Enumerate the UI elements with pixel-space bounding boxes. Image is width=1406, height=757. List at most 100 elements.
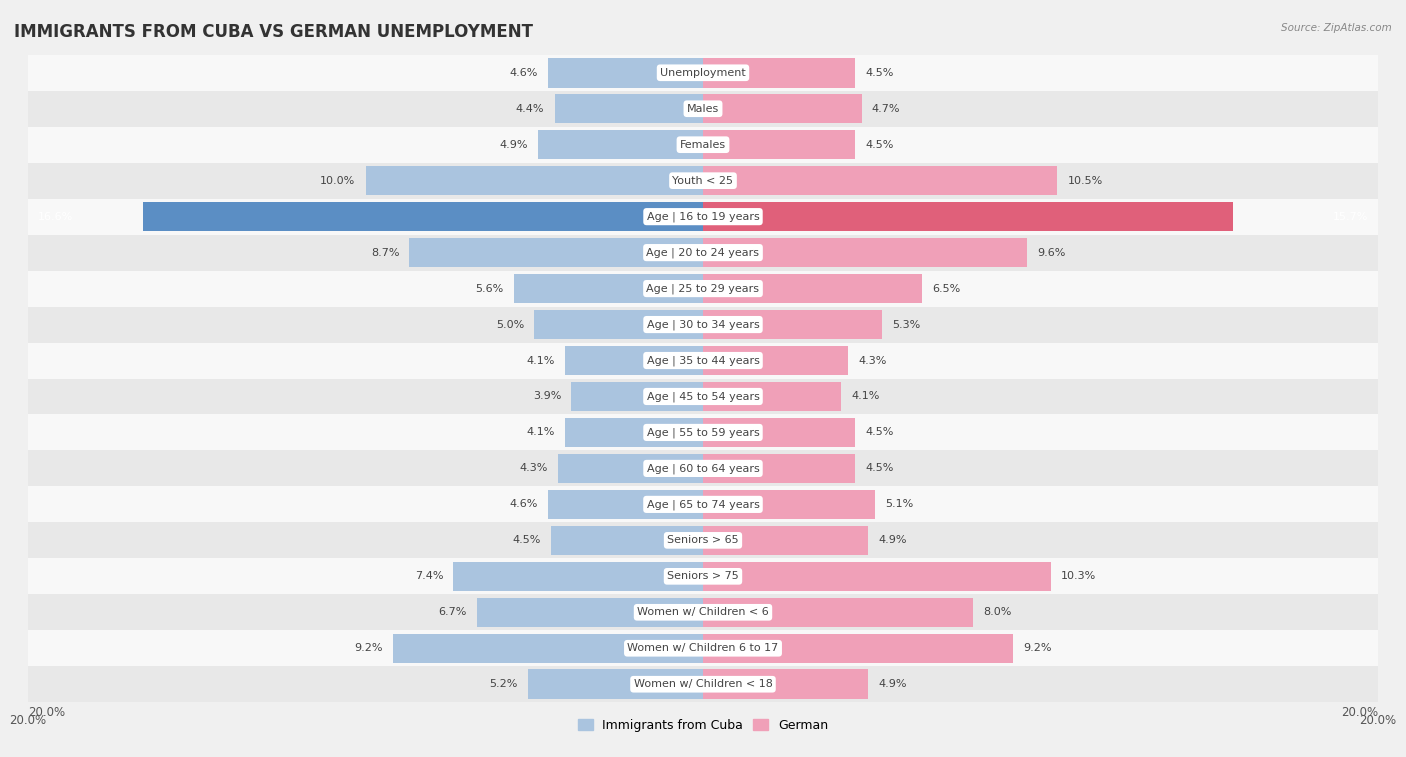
Bar: [534, 310, 703, 339]
Bar: [28, 450, 1378, 487]
Text: 4.9%: 4.9%: [499, 140, 527, 150]
Text: 4.9%: 4.9%: [879, 535, 907, 545]
Text: Males: Males: [688, 104, 718, 114]
Text: Age | 20 to 24 years: Age | 20 to 24 years: [647, 248, 759, 258]
Bar: [703, 562, 1050, 591]
Text: 5.2%: 5.2%: [489, 679, 517, 689]
Text: 4.3%: 4.3%: [858, 356, 887, 366]
Text: 4.1%: 4.1%: [852, 391, 880, 401]
Text: 9.2%: 9.2%: [1024, 643, 1052, 653]
Bar: [537, 130, 703, 160]
Bar: [28, 163, 1378, 198]
Bar: [548, 490, 703, 519]
Bar: [703, 597, 973, 627]
Text: 5.1%: 5.1%: [886, 500, 914, 509]
Bar: [409, 238, 703, 267]
Bar: [28, 198, 1378, 235]
Text: 8.7%: 8.7%: [371, 248, 399, 257]
Bar: [703, 166, 1057, 195]
Bar: [571, 382, 703, 411]
Bar: [527, 669, 703, 699]
Text: 4.1%: 4.1%: [526, 356, 554, 366]
Text: Age | 60 to 64 years: Age | 60 to 64 years: [647, 463, 759, 474]
Bar: [28, 594, 1378, 631]
Bar: [28, 126, 1378, 163]
Text: Women w/ Children < 18: Women w/ Children < 18: [634, 679, 772, 689]
Text: Age | 30 to 34 years: Age | 30 to 34 years: [647, 319, 759, 330]
Bar: [703, 238, 1026, 267]
Bar: [551, 525, 703, 555]
Text: Unemployment: Unemployment: [661, 68, 745, 78]
Text: Source: ZipAtlas.com: Source: ZipAtlas.com: [1281, 23, 1392, 33]
Text: Seniors > 75: Seniors > 75: [666, 572, 740, 581]
Bar: [703, 490, 875, 519]
Text: 4.1%: 4.1%: [526, 428, 554, 438]
Text: Seniors > 65: Seniors > 65: [668, 535, 738, 545]
Text: 4.5%: 4.5%: [865, 140, 893, 150]
Text: 4.7%: 4.7%: [872, 104, 900, 114]
Text: 4.5%: 4.5%: [865, 463, 893, 473]
Bar: [28, 559, 1378, 594]
Text: Age | 55 to 59 years: Age | 55 to 59 years: [647, 427, 759, 438]
Bar: [554, 94, 703, 123]
Text: 8.0%: 8.0%: [983, 607, 1011, 617]
Text: Age | 16 to 19 years: Age | 16 to 19 years: [647, 211, 759, 222]
Bar: [703, 202, 1233, 232]
Text: 10.0%: 10.0%: [321, 176, 356, 185]
Bar: [703, 634, 1014, 663]
Bar: [28, 342, 1378, 378]
Legend: Immigrants from Cuba, German: Immigrants from Cuba, German: [572, 714, 834, 737]
Bar: [703, 94, 862, 123]
Text: Women w/ Children < 6: Women w/ Children < 6: [637, 607, 769, 617]
Bar: [28, 522, 1378, 559]
Bar: [392, 634, 703, 663]
Text: 10.3%: 10.3%: [1060, 572, 1095, 581]
Text: 3.9%: 3.9%: [533, 391, 561, 401]
Text: 20.0%: 20.0%: [28, 706, 65, 719]
Text: 5.3%: 5.3%: [891, 319, 920, 329]
Text: Age | 65 to 74 years: Age | 65 to 74 years: [647, 499, 759, 509]
Text: 6.7%: 6.7%: [439, 607, 467, 617]
Bar: [703, 346, 848, 375]
Bar: [28, 487, 1378, 522]
Text: 9.6%: 9.6%: [1038, 248, 1066, 257]
Bar: [703, 130, 855, 160]
Bar: [703, 274, 922, 304]
Bar: [703, 382, 841, 411]
Text: 16.6%: 16.6%: [38, 212, 73, 222]
Text: Youth < 25: Youth < 25: [672, 176, 734, 185]
Bar: [703, 453, 855, 483]
Text: 4.5%: 4.5%: [865, 68, 893, 78]
Text: 15.7%: 15.7%: [1333, 212, 1368, 222]
Bar: [477, 597, 703, 627]
Text: 4.5%: 4.5%: [513, 535, 541, 545]
Bar: [28, 235, 1378, 270]
Text: 4.4%: 4.4%: [516, 104, 544, 114]
Bar: [28, 631, 1378, 666]
Bar: [28, 55, 1378, 91]
Bar: [28, 270, 1378, 307]
Text: 4.3%: 4.3%: [519, 463, 548, 473]
Bar: [558, 453, 703, 483]
Text: 4.6%: 4.6%: [509, 68, 537, 78]
Bar: [515, 274, 703, 304]
Text: 4.5%: 4.5%: [865, 428, 893, 438]
Text: 20.0%: 20.0%: [1341, 706, 1378, 719]
Text: 4.6%: 4.6%: [509, 500, 537, 509]
Bar: [28, 378, 1378, 415]
Text: Age | 35 to 44 years: Age | 35 to 44 years: [647, 355, 759, 366]
Text: 7.4%: 7.4%: [415, 572, 443, 581]
Text: 4.9%: 4.9%: [879, 679, 907, 689]
Text: Age | 45 to 54 years: Age | 45 to 54 years: [647, 391, 759, 402]
Text: IMMIGRANTS FROM CUBA VS GERMAN UNEMPLOYMENT: IMMIGRANTS FROM CUBA VS GERMAN UNEMPLOYM…: [14, 23, 533, 41]
Bar: [453, 562, 703, 591]
Bar: [565, 346, 703, 375]
Text: 9.2%: 9.2%: [354, 643, 382, 653]
Bar: [703, 525, 869, 555]
Text: Females: Females: [681, 140, 725, 150]
Bar: [548, 58, 703, 88]
Text: 5.6%: 5.6%: [475, 284, 503, 294]
Bar: [366, 166, 703, 195]
Text: 6.5%: 6.5%: [932, 284, 960, 294]
Bar: [703, 310, 882, 339]
